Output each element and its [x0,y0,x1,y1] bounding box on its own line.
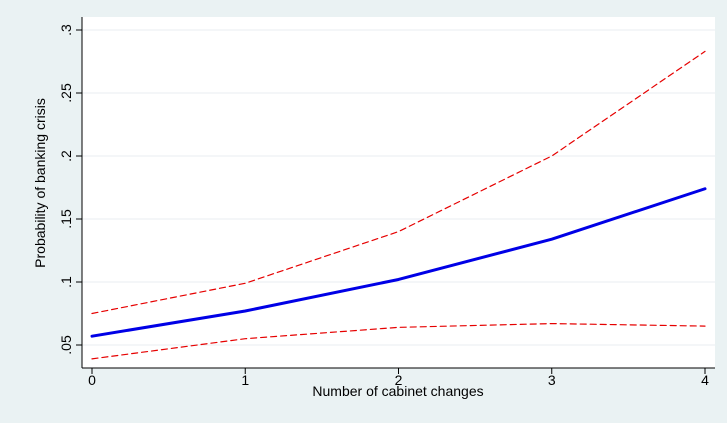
y-tick-label-3: .2 [58,150,74,162]
grid [82,29,715,346]
y-tick-label-5: .3 [58,24,74,36]
series [90,50,707,360]
y-tick-label-1: .1 [58,276,74,288]
series-line-lower [91,322,706,360]
x-tick-label-3: 3 [548,372,556,388]
series-line-estimate [90,187,707,338]
y-tick-label-2: .15 [58,209,74,229]
series-line-upper [91,50,706,315]
x-tick-label-1: 1 [241,372,249,388]
y-axis-title: Probability of banking crisis [32,98,48,268]
plot-area [82,17,715,368]
x-tick-label-0: 0 [88,372,96,388]
x-tick-label-4: 4 [701,372,709,388]
x-tick-label-2: 2 [395,372,403,388]
y-tick-label-0: .05 [58,335,74,355]
axes: .05 .1 .15 .2 .25 .3 0 1 2 3 4 [58,17,715,388]
y-tick-label-4: .25 [58,83,74,103]
x-axis-title: Number of cabinet changes [312,383,483,399]
